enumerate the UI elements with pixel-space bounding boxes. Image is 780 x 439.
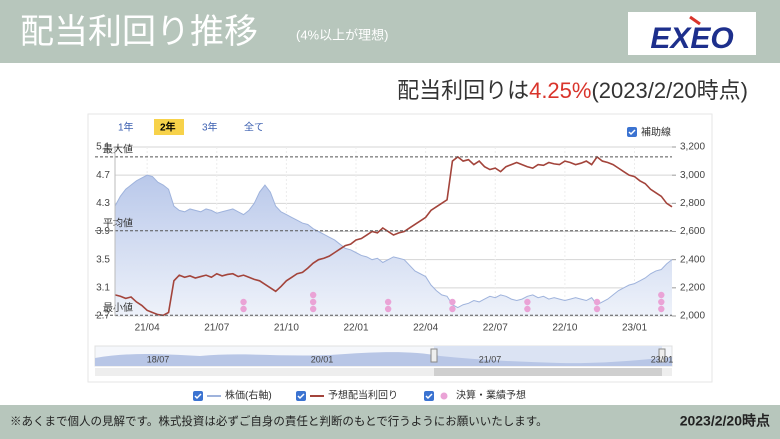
x-tick-label: 22/04	[413, 323, 438, 334]
range-tab[interactable]: 3年	[202, 121, 218, 134]
check-icon	[297, 393, 305, 400]
event-dot	[384, 305, 392, 313]
check-icon	[194, 393, 202, 400]
navigator-label: 20/01	[311, 354, 334, 364]
reference-label: 平均値	[103, 216, 133, 229]
event-dot	[593, 305, 601, 313]
guide-label: 補助線	[641, 126, 671, 139]
event-dot	[593, 298, 601, 306]
y2-tick-label: 2,000	[680, 311, 705, 322]
plot: 2.7 3.1 3.5 3.9 4.3 4.7 5.1 2,000 2,200 2,400 2,60…	[95, 142, 705, 334]
y2-tick-label: 2,600	[680, 226, 705, 237]
check-icon	[628, 129, 636, 136]
event-dot	[449, 298, 456, 306]
scrollbar-thumb[interactable]	[434, 368, 662, 376]
event-dot	[309, 298, 317, 306]
reference-label: 最小値	[103, 301, 133, 314]
price-area	[115, 175, 672, 316]
y-tick-label: 3.5	[96, 254, 110, 265]
legend-symbol	[440, 392, 448, 400]
event-dot	[240, 305, 247, 313]
scrollbar[interactable]	[95, 368, 672, 376]
legend-label: 決算・業績予想	[456, 389, 526, 402]
y-tick-label: 2.7	[96, 311, 110, 322]
x-tick-label: 22/01	[343, 323, 368, 334]
x-tick-label: 22/07	[483, 323, 508, 334]
y-tick-label: 5.1	[96, 142, 110, 153]
footer-note: ※あくまで個人の見解です。株式投資は必ずご自身の責任と判断のもとで行うようにお願…	[10, 414, 548, 428]
event-dot	[658, 298, 665, 306]
navigator-label: 18/07	[147, 354, 170, 364]
tab-selected[interactable]	[154, 119, 184, 135]
subtitle: (4%以上が理想)	[296, 27, 388, 42]
x-tick-label: 21/10	[274, 323, 299, 334]
logo: EXEO	[650, 22, 733, 55]
y-tick-label: 3.9	[96, 226, 110, 237]
y2-tick-label: 2,200	[680, 282, 705, 293]
logo-accent	[689, 15, 701, 26]
event-dot	[658, 291, 665, 299]
yield-line	[114, 155, 673, 317]
headline-value: 4.25%	[529, 78, 591, 103]
navigator-label: 23/01	[651, 354, 674, 364]
headline-prefix: 配当利回りは	[397, 78, 529, 103]
event-dot	[524, 298, 531, 306]
footer-date: 2023/2/20時点	[680, 413, 770, 429]
event-dot	[449, 305, 456, 313]
price-line	[114, 174, 673, 309]
navigator-handle[interactable]	[430, 348, 438, 363]
y2-tick-label: 3,200	[680, 142, 705, 153]
navigator-area	[95, 352, 672, 366]
check-icon	[425, 393, 433, 400]
legend: 株価(右軸) 予想配当利回り 決算・業績予想	[193, 389, 526, 402]
event-dot	[309, 305, 317, 313]
legend-label: 株価(右軸)	[225, 389, 272, 402]
navigator-labels: 18/07 20/01 21/07 23/01	[147, 354, 674, 364]
headline: 配当利回りは4.25%(2023/2/20時点)	[397, 78, 748, 103]
y2-tick-label: 2,400	[680, 254, 705, 265]
range-tab[interactable]: 1年	[118, 121, 134, 134]
x-tick-label: 21/07	[204, 323, 229, 334]
y-tick-label: 4.3	[96, 198, 110, 209]
reference-label: 最大値	[103, 142, 133, 155]
x-tick-label: 22/10	[552, 323, 577, 334]
event-dot	[524, 305, 531, 313]
y2-tick-label: 2,800	[680, 198, 705, 209]
x-tick-label: 23/01	[622, 323, 647, 334]
y2-tick-label: 3,000	[680, 170, 705, 181]
footer-band	[0, 405, 780, 439]
event-dot	[384, 298, 392, 306]
x-tick-label: 21/04	[135, 323, 160, 334]
title: 配当利回り推移	[20, 13, 258, 51]
range-tab[interactable]: 全て	[244, 121, 264, 134]
range-tab[interactable]: 2年	[160, 121, 176, 134]
navigator-handle[interactable]	[658, 348, 666, 363]
legend-label: 予想配当利回り	[328, 389, 398, 402]
event-dot	[309, 291, 317, 299]
range-tabs: 1年 2年 3年 全て	[118, 119, 264, 135]
navigator-label: 21/07	[479, 354, 502, 364]
headline-suffix: (2023/2/20時点)	[591, 78, 748, 103]
y-tick-label: 4.7	[96, 170, 110, 181]
event-dot	[240, 298, 247, 306]
y-tick-label: 3.1	[96, 282, 110, 293]
event-dot	[658, 305, 665, 313]
